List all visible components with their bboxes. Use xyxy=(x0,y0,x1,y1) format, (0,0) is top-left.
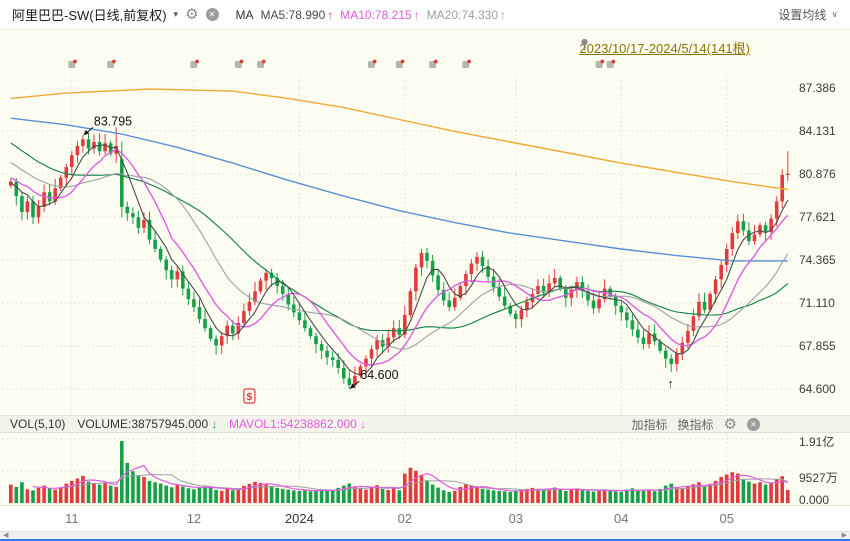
volume-arrow: ↓ xyxy=(211,419,217,431)
instrument-title[interactable]: 阿里巴巴-SW(日线,前复权) xyxy=(12,8,167,23)
dividend-marker-icon[interactable]: $ xyxy=(243,388,256,404)
event-marker-icon[interactable] xyxy=(68,59,77,68)
date-range-label[interactable]: 2023/10/17-2024/5/14(141根) xyxy=(579,38,750,57)
scroll-left-icon[interactable]: ◀ xyxy=(3,532,9,539)
price-tick: 84.131 xyxy=(799,124,836,138)
close-icon[interactable]: ✕ xyxy=(205,8,219,21)
ma10-line xyxy=(10,148,789,366)
gear-icon[interactable]: ⚙ xyxy=(723,415,737,433)
event-marker-icon[interactable] xyxy=(606,59,616,68)
pin-icon[interactable] xyxy=(579,38,590,52)
candlestick-chart[interactable]: 83.795 64.600 ↑ $ xyxy=(0,30,850,415)
mavol-value: MAVOL1:54238862.000 xyxy=(228,417,357,431)
ma20-indicator: MA20:74.330 ↑ xyxy=(426,7,507,22)
window-bottom-border xyxy=(0,539,850,541)
chevron-down-icon: ∨ xyxy=(831,9,838,19)
mavol-arrow: ↓ xyxy=(360,419,366,431)
volume-panel: 1.91亿 9527万 0.000 xyxy=(0,433,850,507)
price-tick: 77.621 xyxy=(799,210,836,224)
ma60-line xyxy=(10,117,788,262)
price-tick: 74.365 xyxy=(799,253,836,267)
ma-settings-button[interactable]: 设置均线 ∨ xyxy=(778,8,838,22)
price-annotation: 64.600 xyxy=(360,368,398,382)
price-tick: 80.876 xyxy=(799,167,836,181)
event-marker-icon[interactable] xyxy=(234,59,244,68)
volume-chart[interactable] xyxy=(0,433,850,505)
vol-indicator-label: VOL(5,10) xyxy=(10,417,66,431)
switch-indicator-button[interactable]: 换指标 xyxy=(677,417,714,432)
ma5-indicator: MA5:78.990 ↑ xyxy=(260,7,334,22)
volume-tick: 1.91亿 xyxy=(799,435,835,449)
horizontal-scrollbar[interactable]: ◀ ▶ xyxy=(0,531,850,539)
price-tick: 87.386 xyxy=(799,81,836,95)
event-marker-icon[interactable] xyxy=(429,59,438,68)
time-tick: 05 xyxy=(719,511,734,526)
mavol10-line xyxy=(60,474,788,491)
main-chart-panel: 2023/10/17-2024/5/14(141根) 83.795 64.600 ↑… xyxy=(0,30,850,415)
event-marker-icon[interactable] xyxy=(190,59,200,68)
event-marker-icon[interactable] xyxy=(257,59,266,68)
event-marker-icon[interactable] xyxy=(107,59,116,68)
price-annotation: 83.795 xyxy=(94,114,132,128)
chart-toolbar: 阿里巴巴-SW(日线,前复权) ▾ ⚙ ✕ MA MA5:78.990 ↑ MA1… xyxy=(0,0,850,30)
ma120-line xyxy=(10,88,788,191)
mavol5-line xyxy=(32,464,788,492)
volume-toolbar: VOL(5,10) VOLUME:38757945.000 ↓ MAVOL1:5… xyxy=(0,415,850,433)
mavol-group: MAVOL1:54238862.000 ↓ xyxy=(229,417,366,431)
price-tick: 71.110 xyxy=(799,296,835,310)
gear-icon[interactable]: ⚙ xyxy=(185,6,199,23)
ma5-line xyxy=(10,144,789,376)
event-marker-icon[interactable] xyxy=(368,59,377,68)
time-tick: 12 xyxy=(186,511,202,526)
price-tick: 67.855 xyxy=(799,339,836,353)
ma10-indicator: MA10:78.215 ↑ xyxy=(340,7,420,22)
ma30-line xyxy=(10,142,789,332)
close-icon[interactable]: ✕ xyxy=(747,417,760,431)
time-tick: 03 xyxy=(508,511,524,526)
ma-indicator-label: MA xyxy=(235,7,254,22)
time-tick: 04 xyxy=(614,511,629,526)
volume-value: VOLUME:38757945.000 xyxy=(77,417,209,431)
time-tick: 2024 xyxy=(284,511,314,526)
svg-text:$: $ xyxy=(246,391,252,403)
event-marker-icon[interactable] xyxy=(595,59,605,68)
volume-tick: 9527万 xyxy=(799,471,838,485)
add-indicator-button[interactable]: 加指标 xyxy=(631,417,668,432)
event-marker-icon[interactable] xyxy=(462,59,471,68)
time-tick: 02 xyxy=(397,511,413,526)
scroll-right-icon[interactable]: ▶ xyxy=(841,532,847,539)
volume-tick: 0.000 xyxy=(799,493,830,507)
volume-group: VOLUME:38757945.000 ↓ xyxy=(77,417,217,431)
chevron-down-icon[interactable]: ▾ xyxy=(173,9,179,19)
price-tick: 64.600 xyxy=(799,382,836,396)
up-arrow-marker: ↑ xyxy=(667,376,674,391)
time-tick: 11 xyxy=(65,511,79,526)
event-marker-icon[interactable] xyxy=(395,59,405,68)
time-axis: 11 12 2024 02 03 04 05 xyxy=(0,505,850,531)
